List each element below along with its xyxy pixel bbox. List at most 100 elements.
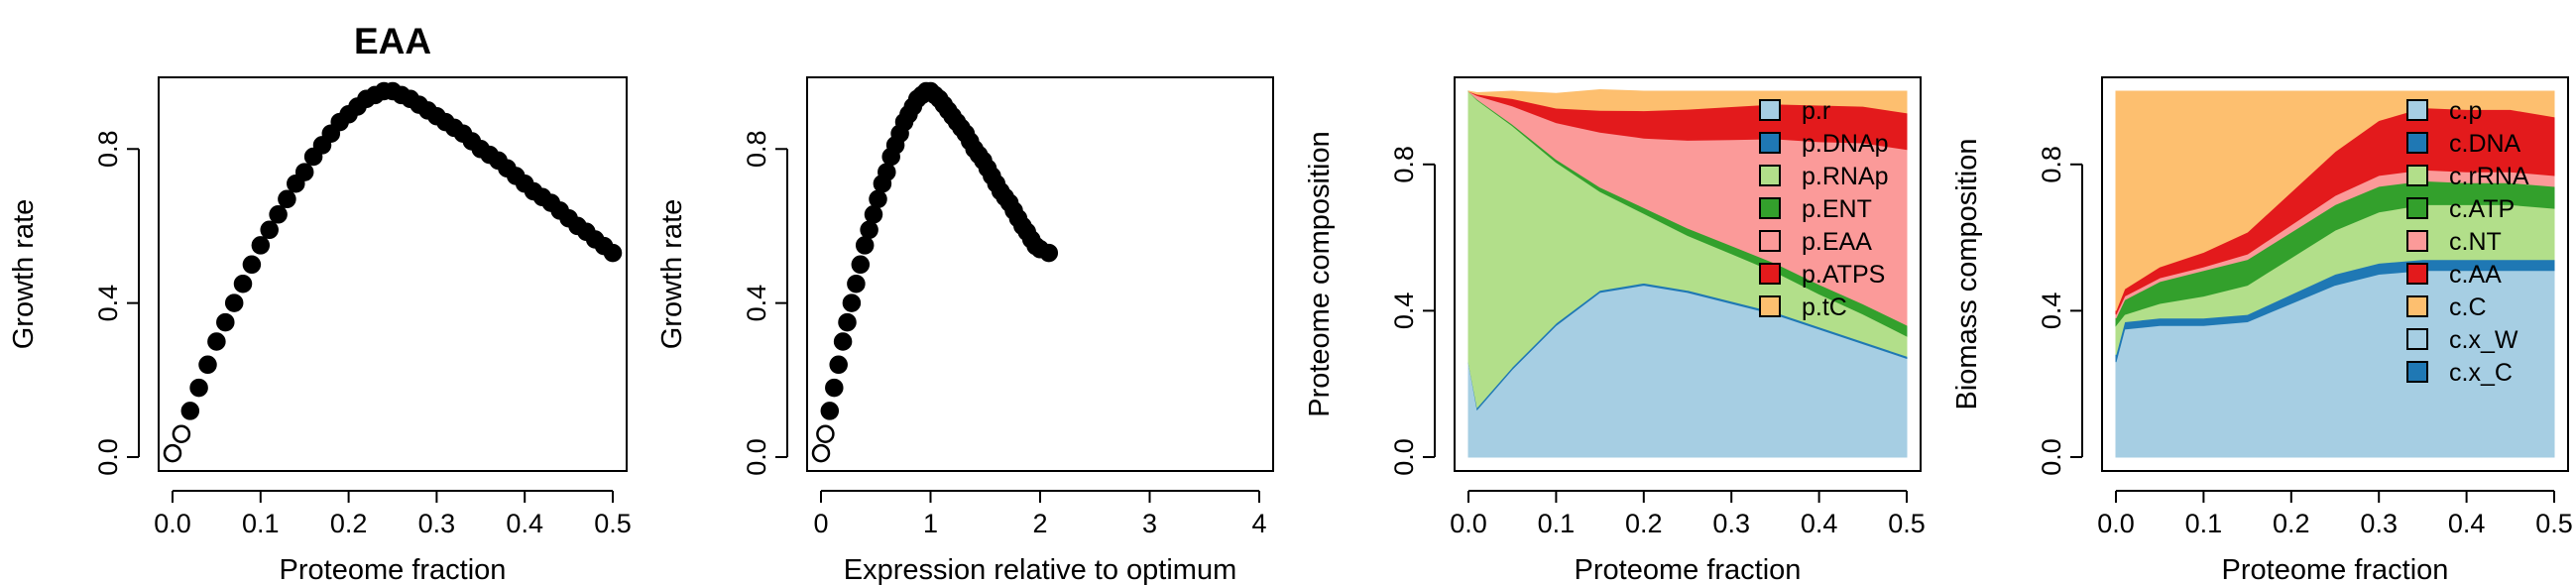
y-axis: 0.0 0.4 0.8 <box>93 130 140 476</box>
y-tick-label: 0.8 <box>93 130 123 168</box>
data-point <box>825 378 844 398</box>
legend-label: p.r <box>1802 97 1830 125</box>
chart-title: EAA <box>354 21 431 61</box>
chart-panel-3: 0.0 0.1 0.2 0.3 0.4 0.5 0.0 0.4 0.8 Proteome frac… <box>1304 76 1926 585</box>
legend-label: c.p <box>2449 97 2482 125</box>
legend-swatch <box>2406 263 2428 285</box>
legend-swatch <box>1759 132 1781 154</box>
y-tick-label: 0.4 <box>93 285 123 322</box>
legend: c.p c.DNA c.rRNA c.ATP c.NT c.AA c.C c.x_W c.x_C <box>2406 97 2529 387</box>
x-axis-title: Proteome fraction <box>1575 554 1802 585</box>
chart-panel-1: 0.0 0.1 0.2 0.3 0.4 0.5 0.0 0.4 0.8 Proteome frac… <box>8 21 632 585</box>
area-p-tC <box>1467 88 1908 114</box>
legend-label: p.ATPS <box>1802 261 1885 289</box>
x-axis: 0.0 0.1 0.2 0.3 0.4 0.5 <box>1450 490 1926 538</box>
x-tick-label: 0.3 <box>418 509 456 538</box>
chart-panel-2: 0 1 2 3 4 0.0 0.4 0.8 Expression relative to opt… <box>656 76 1274 585</box>
legend-label: p.ENT <box>1802 195 1872 223</box>
chart-panel-4: 0.0 0.1 0.2 0.3 0.4 0.5 0.0 0.4 0.8 Proteome frac… <box>1951 76 2573 585</box>
data-point <box>851 255 871 275</box>
data-point <box>233 274 253 293</box>
y-tick-label: 0.0 <box>1389 438 1419 476</box>
plot-frame <box>806 76 1274 472</box>
y-axis-title: Growth rate <box>8 199 40 350</box>
data-point <box>294 163 314 181</box>
data-point <box>833 332 853 351</box>
x-tick-label: 0.0 <box>154 509 191 538</box>
x-tick-label: 0.0 <box>2097 509 2135 538</box>
x-tick-label: 0 <box>813 509 828 538</box>
legend-swatch <box>2406 197 2428 219</box>
data-point <box>180 402 200 420</box>
x-tick-label: 0.4 <box>1801 509 1838 538</box>
data-point <box>869 189 887 209</box>
data-point <box>816 424 835 443</box>
data-point <box>224 293 244 312</box>
x-axis-title: Proteome fraction <box>280 554 507 585</box>
data-point <box>198 355 217 375</box>
y-tick-label: 0.0 <box>93 438 123 476</box>
y-tick-label: 0.8 <box>742 130 771 168</box>
legend-swatch <box>2406 132 2428 154</box>
data-point <box>207 332 226 351</box>
y-tick-label: 0.0 <box>2037 438 2066 476</box>
plot-frame <box>2101 76 2569 472</box>
y-axis-title: Growth rate <box>656 199 688 350</box>
x-axis: 0 1 2 3 4 <box>813 490 1267 538</box>
data-point <box>842 293 862 312</box>
legend-swatch <box>1759 99 1781 121</box>
data-point <box>603 243 623 263</box>
x-axis-title: Expression relative to optimum <box>844 554 1237 585</box>
legend-label: p.RNAp <box>1802 163 1889 190</box>
data-point <box>864 205 883 224</box>
plot-frame <box>158 76 628 472</box>
data-point <box>860 220 878 240</box>
y-tick-label: 0.4 <box>2037 292 2066 330</box>
data-point <box>278 189 296 209</box>
legend-label: p.EAA <box>1802 228 1872 256</box>
data-point <box>855 236 875 255</box>
legend-swatch <box>1759 263 1781 285</box>
legend-swatch <box>2406 295 2428 317</box>
x-tick-label: 0.3 <box>2360 509 2398 538</box>
legend-swatch <box>1759 295 1781 317</box>
y-axis-title: Biomass composition <box>1951 139 1983 410</box>
x-tick-label: 2 <box>1032 509 1047 538</box>
legend-label: c.x_C <box>2449 359 2513 387</box>
legend-label: c.DNA <box>2449 130 2521 158</box>
legend-label: c.AA <box>2449 261 2502 289</box>
x-tick-label: 3 <box>1142 509 1157 538</box>
legend-swatch <box>2406 361 2428 383</box>
legend-label: c.x_W <box>2449 326 2518 354</box>
data-point <box>260 220 279 240</box>
data-point <box>172 424 191 443</box>
y-tick-label: 0.8 <box>2037 146 2066 183</box>
data-point <box>878 163 896 181</box>
y-tick-label: 0.8 <box>1389 146 1419 183</box>
legend-label: c.ATP <box>2449 195 2515 223</box>
x-tick-label: 0.2 <box>2273 509 2310 538</box>
data-point <box>189 378 208 398</box>
data-point <box>269 205 288 224</box>
x-tick-label: 0.2 <box>330 509 368 538</box>
data-point <box>829 355 848 375</box>
legend-label: c.rRNA <box>2449 163 2529 190</box>
y-tick-label: 0.4 <box>1389 292 1419 330</box>
data-point <box>838 312 857 332</box>
y-tick-label: 0.4 <box>742 285 771 322</box>
x-tick-label: 0.1 <box>1538 509 1576 538</box>
x-tick-label: 4 <box>1251 509 1266 538</box>
legend-label: c.C <box>2449 293 2487 321</box>
legend-swatch <box>1759 230 1781 252</box>
legend-swatch <box>1759 197 1781 219</box>
x-tick-label: 0.0 <box>1450 509 1487 538</box>
legend-label: p.tC <box>1802 293 1847 321</box>
x-axis: 0.0 0.1 0.2 0.3 0.4 0.5 <box>154 490 632 538</box>
x-tick-label: 0.5 <box>2535 509 2573 538</box>
y-axis-title: Proteome composition <box>1304 131 1336 417</box>
legend-swatch <box>2406 165 2428 186</box>
x-tick-label: 0.4 <box>506 509 543 538</box>
x-tick-label: 0.1 <box>2185 509 2223 538</box>
x-tick-label: 0.2 <box>1625 509 1663 538</box>
